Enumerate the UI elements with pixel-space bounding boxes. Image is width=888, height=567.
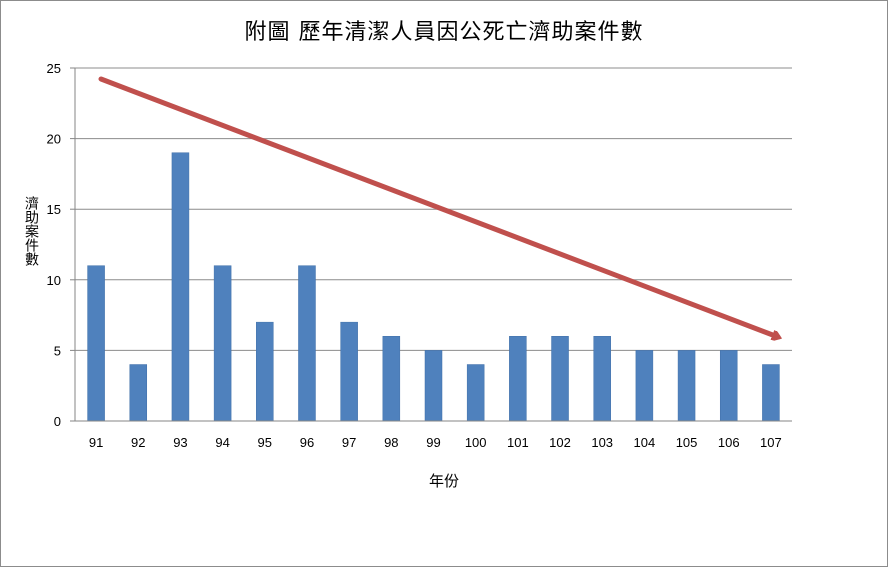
- x-tick-label-99: 99: [426, 435, 440, 450]
- bar-92: [129, 364, 148, 422]
- x-tick-label-100: 100: [465, 435, 487, 450]
- x-tick-label-94: 94: [215, 435, 229, 450]
- y-tick-label-20: 20: [47, 132, 61, 147]
- y-tick-label-15: 15: [47, 202, 61, 217]
- x-tick-label-96: 96: [300, 435, 314, 450]
- bar-107: [762, 364, 780, 422]
- x-tick-label-106: 106: [718, 435, 740, 450]
- bar-106: [719, 350, 738, 422]
- bar-91: [87, 265, 105, 422]
- bar-97: [340, 321, 358, 422]
- x-tick-label-104: 104: [634, 435, 656, 450]
- bar-93: [171, 152, 190, 422]
- x-tick-label-107: 107: [760, 435, 782, 450]
- y-tick-label-10: 10: [47, 273, 61, 288]
- bar-102: [551, 336, 569, 422]
- bar-95: [256, 321, 274, 422]
- x-tick-label-95: 95: [258, 435, 272, 450]
- x-tick-label-92: 92: [131, 435, 145, 450]
- y-tick-label-25: 25: [47, 61, 61, 76]
- y-tick-label-5: 5: [54, 343, 61, 358]
- bar-94: [213, 265, 232, 422]
- y-axis-label: 濟助案件數: [23, 196, 39, 266]
- x-tick-label-93: 93: [173, 435, 187, 450]
- chart-title: 附圖 歷年清潔人員因公死亡濟助案件數: [244, 20, 644, 45]
- x-tick-label-98: 98: [384, 435, 398, 450]
- x-tick-label-102: 102: [549, 435, 571, 450]
- bar-103: [593, 336, 611, 422]
- bar-98: [382, 336, 401, 422]
- trend-arrow: [98, 76, 778, 337]
- bar-104: [635, 350, 654, 422]
- bar-99: [424, 350, 443, 422]
- x-tick-label-103: 103: [591, 435, 613, 450]
- x-tick-label-105: 105: [676, 435, 698, 450]
- bar-105: [677, 350, 696, 422]
- x-axis-label: 年份: [428, 472, 459, 490]
- x-tick-label-91: 91: [89, 435, 103, 450]
- bar-100: [466, 364, 485, 422]
- x-tick-label-97: 97: [342, 435, 356, 450]
- bar-101: [509, 336, 527, 422]
- y-tick-label-0: 0: [54, 414, 61, 429]
- bar-96: [298, 265, 316, 422]
- x-tick-label-101: 101: [507, 435, 529, 450]
